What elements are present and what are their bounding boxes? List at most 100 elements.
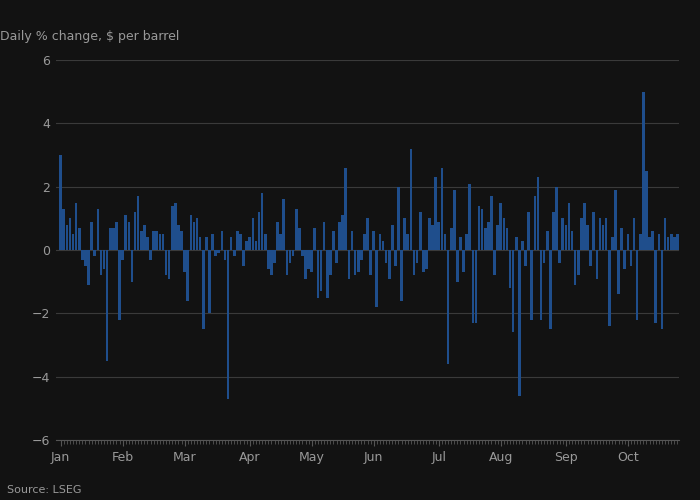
Bar xyxy=(580,218,582,250)
Bar xyxy=(360,250,363,260)
Bar xyxy=(75,202,78,250)
Bar xyxy=(366,218,369,250)
Bar xyxy=(512,250,514,332)
Bar xyxy=(90,222,93,250)
Bar xyxy=(348,250,350,278)
Bar xyxy=(522,240,524,250)
Bar xyxy=(211,234,214,250)
Bar xyxy=(307,250,310,269)
Bar xyxy=(295,209,298,250)
Bar xyxy=(602,224,604,250)
Bar xyxy=(372,231,375,250)
Bar xyxy=(344,168,347,250)
Bar xyxy=(245,240,248,250)
Bar xyxy=(288,250,291,262)
Bar xyxy=(153,231,155,250)
Bar xyxy=(286,250,288,276)
Bar xyxy=(505,228,508,250)
Bar xyxy=(667,238,669,250)
Bar xyxy=(673,238,675,250)
Bar xyxy=(236,231,239,250)
Bar xyxy=(472,250,474,323)
Bar xyxy=(292,250,295,256)
Bar xyxy=(494,250,496,276)
Bar xyxy=(363,234,365,250)
Bar xyxy=(304,250,307,278)
Bar xyxy=(466,234,468,250)
Bar xyxy=(639,234,642,250)
Bar xyxy=(394,250,397,266)
Bar xyxy=(220,231,223,250)
Bar xyxy=(403,218,406,250)
Bar xyxy=(617,250,620,294)
Bar xyxy=(642,92,645,250)
Bar xyxy=(78,228,80,250)
Bar xyxy=(596,250,598,278)
Bar xyxy=(400,250,403,300)
Bar xyxy=(131,250,133,282)
Bar xyxy=(407,234,409,250)
Bar xyxy=(118,250,121,320)
Bar xyxy=(543,250,545,262)
Bar xyxy=(654,250,657,323)
Bar xyxy=(645,171,648,250)
Bar xyxy=(301,250,304,256)
Bar xyxy=(162,234,164,250)
Bar xyxy=(533,196,536,250)
Bar xyxy=(515,238,517,250)
Bar xyxy=(314,228,316,250)
Bar xyxy=(342,215,344,250)
Bar xyxy=(177,224,180,250)
Bar xyxy=(248,238,251,250)
Bar xyxy=(227,250,230,399)
Bar xyxy=(230,238,232,250)
Bar xyxy=(66,224,68,250)
Bar xyxy=(416,250,419,262)
Bar xyxy=(298,228,300,250)
Bar xyxy=(540,250,542,320)
Bar xyxy=(385,250,387,262)
Bar xyxy=(112,228,115,250)
Bar xyxy=(258,212,260,250)
Bar xyxy=(81,250,84,260)
Bar xyxy=(273,250,276,262)
Bar xyxy=(438,222,440,250)
Bar xyxy=(239,234,241,250)
Bar xyxy=(391,224,393,250)
Bar xyxy=(592,212,595,250)
Bar xyxy=(62,209,65,250)
Bar xyxy=(283,200,285,250)
Bar xyxy=(456,250,459,282)
Bar xyxy=(589,250,592,266)
Bar xyxy=(664,218,666,250)
Bar xyxy=(565,224,567,250)
Bar xyxy=(676,234,679,250)
Bar xyxy=(518,250,521,396)
Bar xyxy=(549,250,552,329)
Bar xyxy=(264,234,267,250)
Bar xyxy=(140,231,143,250)
Bar xyxy=(636,250,638,320)
Bar xyxy=(97,209,99,250)
Bar xyxy=(624,250,626,269)
Bar xyxy=(71,234,74,250)
Bar xyxy=(88,250,90,285)
Bar xyxy=(413,250,415,276)
Bar xyxy=(524,250,527,266)
Bar xyxy=(568,202,570,250)
Bar xyxy=(60,155,62,250)
Bar xyxy=(496,224,499,250)
Bar xyxy=(351,231,354,250)
Bar xyxy=(115,222,118,250)
Bar xyxy=(323,222,326,250)
Bar xyxy=(444,234,447,250)
Bar xyxy=(174,202,176,250)
Bar xyxy=(69,218,71,250)
Bar xyxy=(651,231,654,250)
Bar xyxy=(196,218,198,250)
Bar xyxy=(605,218,608,250)
Bar xyxy=(320,250,322,291)
Bar xyxy=(555,186,558,250)
Bar xyxy=(125,215,127,250)
Bar xyxy=(509,250,512,288)
